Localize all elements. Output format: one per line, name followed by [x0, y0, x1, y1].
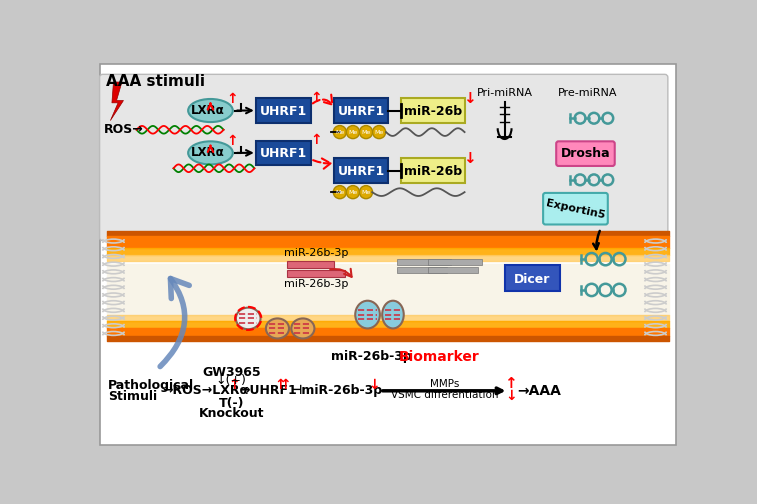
- Text: ROS→: ROS→: [104, 123, 144, 136]
- Text: Me: Me: [348, 130, 357, 135]
- Text: Dicer: Dicer: [514, 273, 550, 286]
- FancyBboxPatch shape: [100, 64, 676, 446]
- Text: Me: Me: [335, 190, 344, 195]
- Ellipse shape: [355, 301, 380, 329]
- Text: ↑: ↑: [274, 379, 285, 393]
- Text: T(-): T(-): [219, 397, 244, 410]
- FancyBboxPatch shape: [256, 141, 311, 165]
- Text: UHRF1: UHRF1: [338, 165, 385, 178]
- FancyBboxPatch shape: [400, 158, 466, 183]
- Text: ⊣miR-26b-3p: ⊣miR-26b-3p: [291, 385, 383, 397]
- FancyBboxPatch shape: [288, 261, 334, 268]
- Text: Me: Me: [335, 130, 344, 135]
- Text: Exportin5: Exportin5: [545, 198, 606, 220]
- Polygon shape: [111, 82, 123, 120]
- Text: Stimuli: Stimuli: [108, 390, 157, 403]
- Text: Pre-miRNA: Pre-miRNA: [558, 88, 618, 98]
- FancyArrowPatch shape: [313, 95, 332, 104]
- Text: ↓: ↓: [368, 379, 379, 393]
- Ellipse shape: [188, 99, 233, 122]
- Text: miR-26b-3p: miR-26b-3p: [332, 350, 416, 363]
- Text: UHRF1: UHRF1: [338, 105, 385, 118]
- Text: ↓: ↓: [463, 151, 476, 166]
- Ellipse shape: [266, 319, 289, 339]
- Text: Drosha: Drosha: [561, 147, 610, 160]
- Circle shape: [372, 125, 385, 139]
- Text: Pathological: Pathological: [108, 379, 195, 392]
- Circle shape: [360, 185, 372, 199]
- Text: Pri-miRNA: Pri-miRNA: [477, 88, 533, 98]
- FancyBboxPatch shape: [100, 75, 668, 240]
- Text: ↑: ↑: [226, 134, 238, 148]
- Text: →AAA: →AAA: [517, 384, 561, 398]
- Text: miR-26b: miR-26b: [404, 105, 462, 118]
- Ellipse shape: [188, 141, 233, 164]
- Text: Me: Me: [361, 130, 371, 135]
- FancyBboxPatch shape: [556, 141, 615, 166]
- Circle shape: [347, 185, 360, 199]
- FancyBboxPatch shape: [543, 193, 608, 224]
- Text: ↑: ↑: [279, 379, 291, 393]
- Text: MMPs: MMPs: [430, 379, 459, 389]
- FancyBboxPatch shape: [335, 98, 388, 123]
- Text: AAA stimuli: AAA stimuli: [106, 75, 204, 89]
- Text: ↑: ↑: [310, 134, 322, 147]
- Text: ↓: ↓: [463, 91, 476, 106]
- Ellipse shape: [382, 301, 403, 329]
- FancyBboxPatch shape: [428, 259, 481, 265]
- FancyBboxPatch shape: [505, 265, 560, 291]
- Text: Me: Me: [361, 190, 371, 195]
- Text: ↑: ↑: [226, 92, 238, 106]
- FancyBboxPatch shape: [288, 270, 345, 277]
- Circle shape: [360, 125, 372, 139]
- Text: Me: Me: [348, 190, 357, 195]
- FancyArrowPatch shape: [313, 158, 331, 169]
- FancyBboxPatch shape: [428, 267, 478, 273]
- FancyArrowPatch shape: [330, 269, 351, 277]
- Text: miR-26b-3p: miR-26b-3p: [284, 248, 348, 258]
- Text: →ROS→LXRα: →ROS→LXRα: [162, 385, 248, 397]
- Text: UHRF1: UHRF1: [260, 105, 307, 118]
- Text: ↑: ↑: [229, 379, 240, 393]
- FancyArrowPatch shape: [160, 279, 189, 366]
- Text: ↓(+): ↓(+): [216, 374, 247, 387]
- Ellipse shape: [291, 319, 314, 339]
- FancyBboxPatch shape: [400, 98, 466, 123]
- FancyBboxPatch shape: [397, 267, 447, 273]
- Text: UHRF1: UHRF1: [260, 147, 307, 160]
- Text: VSMC differentiation: VSMC differentiation: [391, 391, 498, 401]
- FancyBboxPatch shape: [256, 98, 311, 123]
- Text: ↓: ↓: [505, 389, 516, 403]
- FancyBboxPatch shape: [397, 259, 450, 265]
- Text: LXRα: LXRα: [192, 146, 225, 159]
- Circle shape: [333, 185, 347, 199]
- Text: LXRα: LXRα: [192, 104, 225, 117]
- Text: GW3965: GW3965: [202, 366, 260, 379]
- Text: ↑: ↑: [310, 91, 322, 105]
- Circle shape: [333, 125, 347, 139]
- Text: miR-26b-3p: miR-26b-3p: [284, 279, 348, 289]
- Text: Me: Me: [375, 130, 384, 135]
- Text: →UHRF1: →UHRF1: [239, 385, 297, 397]
- Text: Knockout: Knockout: [198, 407, 264, 420]
- Ellipse shape: [236, 307, 260, 329]
- Circle shape: [347, 125, 360, 139]
- Text: ↑: ↑: [504, 376, 517, 392]
- FancyBboxPatch shape: [335, 158, 388, 183]
- Text: Biomarker: Biomarker: [399, 350, 480, 364]
- Text: miR-26b: miR-26b: [404, 165, 462, 178]
